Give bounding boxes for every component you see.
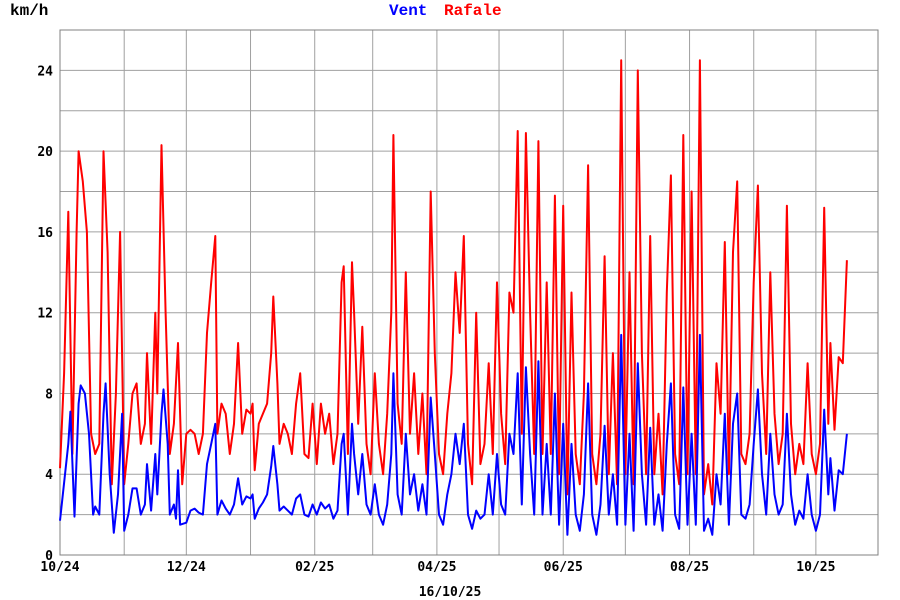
y-tick-label: 20 bbox=[37, 145, 53, 160]
legend-vent: Vent bbox=[389, 2, 427, 20]
x-tick-label: 10/24 bbox=[40, 560, 79, 575]
x-tick-label: 10/25 bbox=[796, 560, 835, 575]
y-axis: 0 4 8 12 16 20 24 bbox=[37, 64, 53, 564]
y-tick-label: 4 bbox=[45, 468, 53, 483]
y-tick-label: 12 bbox=[37, 307, 53, 322]
plot-area-border bbox=[59, 29, 879, 556]
x-tick-label: 02/25 bbox=[295, 560, 334, 575]
x-tick-label: 08/25 bbox=[670, 560, 709, 575]
x-tick-label: 12/24 bbox=[167, 560, 206, 575]
series-line-rafale bbox=[59, 59, 848, 506]
date-stamp: 16/10/25 bbox=[419, 585, 482, 600]
x-tick-label: 06/25 bbox=[544, 560, 583, 575]
y-tick-label: 16 bbox=[37, 226, 53, 241]
x-axis: 10/24 12/24 02/25 04/25 06/25 08/25 10/25 bbox=[40, 560, 835, 575]
series-line-vent bbox=[59, 333, 848, 536]
y-tick-label: 24 bbox=[37, 64, 53, 79]
legend-rafale: Rafale bbox=[444, 2, 502, 20]
y-tick-label: 0 bbox=[45, 549, 53, 564]
y-axis-label: km/h bbox=[10, 2, 48, 20]
x-tick-label: 04/25 bbox=[417, 560, 456, 575]
series-lines bbox=[59, 59, 848, 536]
y-tick-label: 8 bbox=[45, 387, 53, 402]
